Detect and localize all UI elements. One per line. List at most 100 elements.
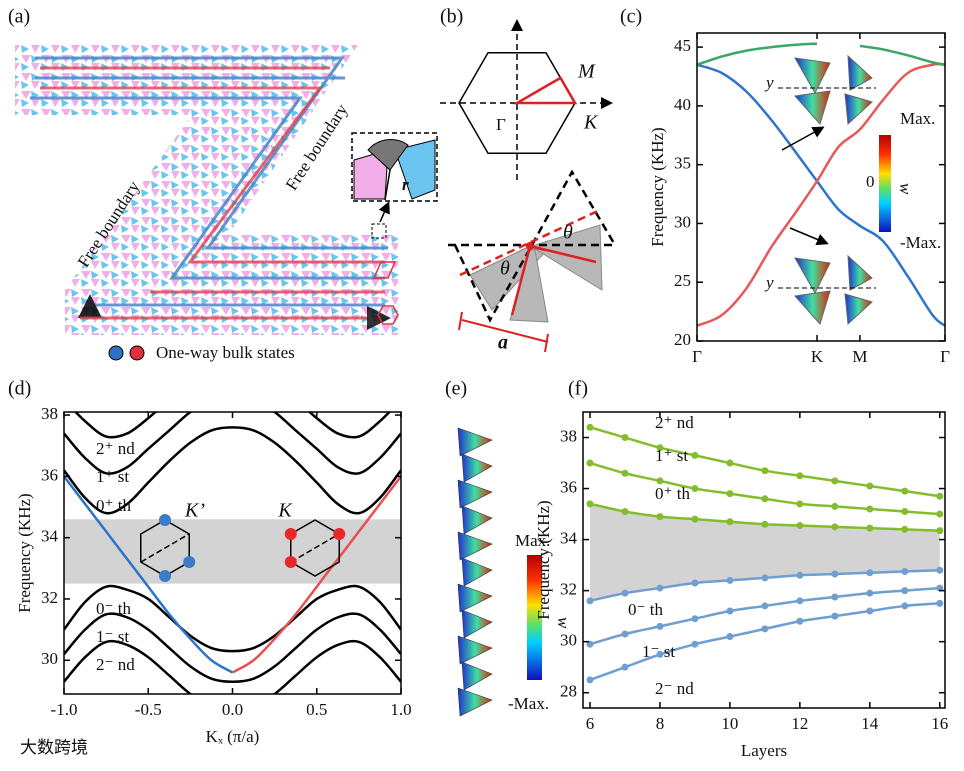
x-axis-label: Kₓ (π/a) bbox=[206, 727, 260, 746]
marker bbox=[761, 520, 769, 528]
cbar-max: Max. bbox=[900, 109, 935, 128]
marker bbox=[901, 602, 909, 610]
series-line bbox=[73, 412, 392, 439]
mode-label: 1⁺ st bbox=[96, 467, 129, 486]
marker bbox=[691, 485, 699, 493]
marker bbox=[901, 487, 909, 495]
marker bbox=[831, 502, 839, 510]
marker bbox=[831, 477, 839, 485]
valley-dot bbox=[183, 556, 196, 568]
mode-cell bbox=[844, 93, 873, 126]
cell bbox=[457, 583, 493, 613]
marker bbox=[586, 500, 594, 508]
marker bbox=[936, 510, 944, 518]
irreducible-bz bbox=[512, 76, 578, 105]
series-line bbox=[231, 475, 401, 674]
series-label: 0⁻ th bbox=[628, 600, 663, 619]
cbar-symbol: w bbox=[896, 183, 915, 195]
series-line bbox=[697, 42, 945, 66]
x-tick-label: 12 bbox=[791, 714, 808, 733]
mode-cell bbox=[794, 90, 831, 125]
marker bbox=[726, 576, 734, 584]
mode-cell bbox=[847, 254, 873, 291]
colorbar bbox=[527, 555, 542, 680]
marker bbox=[621, 630, 629, 638]
y-tick-label: 36 bbox=[560, 477, 577, 496]
y-axis-label: Frequency (KHz) bbox=[15, 493, 34, 612]
marker bbox=[621, 663, 629, 671]
y-tick-label: 35 bbox=[674, 154, 691, 173]
marker bbox=[656, 513, 664, 521]
a-label: a bbox=[498, 332, 508, 354]
marker bbox=[621, 589, 629, 597]
x-tick-label: M bbox=[852, 347, 867, 366]
m-label: M bbox=[577, 61, 596, 83]
y-tick-label: 34 bbox=[560, 528, 578, 547]
mode-cell bbox=[794, 57, 831, 95]
marker bbox=[586, 423, 594, 431]
y-axis-label: Frequency (KHz) bbox=[534, 500, 553, 619]
plot-area bbox=[697, 42, 945, 327]
inset-axis-label: y bbox=[764, 73, 774, 92]
series-line bbox=[64, 426, 401, 515]
marker bbox=[656, 444, 664, 452]
x-tick-label: -0.5 bbox=[135, 700, 162, 719]
valley-dot bbox=[333, 528, 346, 540]
mode-cell bbox=[794, 290, 831, 325]
y-tick-label: 28 bbox=[560, 682, 577, 701]
marker bbox=[831, 612, 839, 620]
frame bbox=[696, 32, 946, 342]
y-tick-label: 30 bbox=[41, 649, 58, 668]
marker bbox=[866, 524, 874, 532]
marker bbox=[691, 515, 699, 523]
cell bbox=[461, 505, 493, 535]
marker bbox=[621, 508, 629, 516]
x-tick-label: K bbox=[811, 347, 824, 366]
red-rhombus bbox=[372, 261, 397, 279]
marker bbox=[901, 567, 909, 575]
marker bbox=[796, 597, 804, 605]
marker bbox=[796, 522, 804, 530]
valley-label: K bbox=[277, 500, 293, 522]
marker bbox=[796, 617, 804, 625]
cbar-symbol: w bbox=[554, 617, 573, 629]
valley-label: K’ bbox=[184, 500, 205, 522]
series-line bbox=[64, 639, 401, 694]
blue-path bbox=[30, 56, 388, 305]
y-tick-label: 30 bbox=[560, 631, 577, 650]
marker bbox=[656, 622, 664, 630]
series-label: 2⁻ nd bbox=[655, 679, 694, 698]
frame bbox=[582, 411, 946, 709]
mode-label: 2⁺ nd bbox=[96, 439, 135, 458]
marker bbox=[586, 640, 594, 648]
marker bbox=[621, 469, 629, 477]
mode-label: 2⁻ nd bbox=[96, 655, 135, 674]
y-tick-label: 32 bbox=[560, 580, 577, 599]
x-tick-label: 14 bbox=[861, 714, 879, 733]
marker bbox=[656, 477, 664, 485]
legend-dot bbox=[129, 345, 145, 361]
marker bbox=[761, 574, 769, 582]
inset-sector bbox=[367, 139, 409, 171]
marker bbox=[936, 599, 944, 607]
valley-dot bbox=[159, 514, 171, 526]
gamma-label: Γ bbox=[496, 115, 506, 134]
series-line bbox=[697, 63, 945, 327]
valley-dash bbox=[290, 533, 340, 563]
arrow bbox=[789, 227, 829, 246]
y-tick-label: 20 bbox=[674, 330, 691, 349]
mode-cell bbox=[847, 54, 873, 91]
marker bbox=[901, 525, 909, 533]
series-line bbox=[64, 475, 234, 674]
theta-label: θ bbox=[563, 222, 573, 244]
mode-cell bbox=[844, 293, 873, 326]
panel-label: (e) bbox=[445, 378, 467, 400]
red-hexagon bbox=[377, 305, 399, 325]
panel-label: (f) bbox=[568, 378, 588, 400]
watermark: 大数跨境 bbox=[20, 738, 88, 758]
unit-box bbox=[371, 223, 387, 239]
marker bbox=[726, 490, 734, 498]
y-tick-label: 30 bbox=[674, 212, 691, 231]
plot-area bbox=[586, 423, 944, 684]
panel-label: (c) bbox=[620, 6, 642, 28]
